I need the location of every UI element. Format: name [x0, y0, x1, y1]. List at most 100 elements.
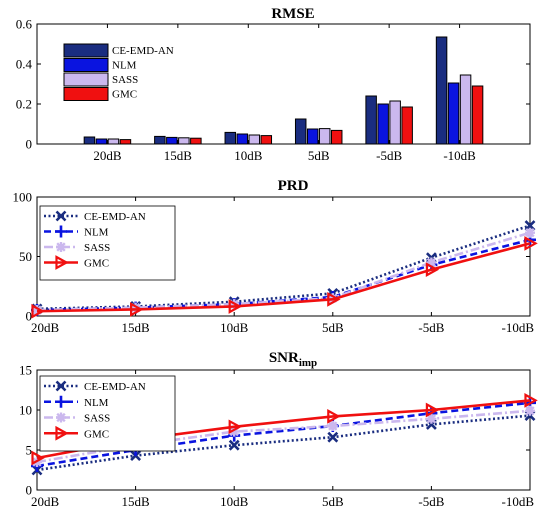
bar: [260, 135, 273, 145]
series-line: [36, 409, 531, 464]
bar-series-sass: [107, 74, 472, 145]
bar: [401, 106, 413, 145]
data-point-marker: [31, 303, 45, 319]
series-line: [36, 242, 531, 313]
legend-label: GMC: [84, 428, 109, 440]
data-point-marker: [425, 402, 440, 418]
bar: [166, 136, 178, 145]
bar: [435, 36, 448, 145]
bar: [95, 138, 108, 145]
y-tick-label: 10: [19, 403, 32, 418]
bar: [318, 128, 331, 145]
legend-label: NLM: [84, 397, 109, 409]
legend-marker: [56, 242, 66, 252]
data-point-marker: [524, 393, 538, 408]
y-tick-label: 0: [26, 309, 33, 324]
legend-item-gmc: GMC: [44, 255, 109, 270]
legend: CE-EMD-AN NLM SASS GMC: [39, 205, 176, 281]
x-tick-label: -10dB: [502, 320, 535, 335]
bar: [119, 139, 132, 145]
x-tick-label: -5dB: [418, 494, 444, 509]
y-tick-label: 0: [26, 137, 33, 152]
series-line: [36, 401, 531, 468]
legend-item-nlm: NLM: [44, 395, 109, 409]
data-point-marker: [426, 413, 437, 424]
legend-item-sass: SASS: [44, 412, 110, 425]
snr-imp-title-main: SNR: [269, 350, 299, 366]
data-point-marker: [130, 302, 144, 317]
axes-box: [36, 369, 531, 491]
x-axis: 20dB 15dB 10dB 5dB -5dB -10dB: [31, 197, 534, 335]
data-point-marker: [327, 291, 341, 307]
bar-series-ce-emd-an: [83, 36, 448, 145]
x-tick-label: -10dB: [502, 494, 535, 509]
data-point-marker: [228, 439, 240, 451]
x-tick-label: -5dB: [418, 320, 444, 335]
y-tick-label: 15: [19, 363, 32, 378]
bar: [447, 82, 460, 145]
bar: [107, 138, 120, 145]
bar-series-nlm: [95, 82, 460, 145]
legend-label: SASS: [84, 242, 110, 254]
data-point-marker: [31, 450, 45, 466]
legend-item-nlm: NLM: [44, 225, 109, 239]
bar: [178, 137, 190, 145]
x-tick-label: 20dB: [31, 494, 60, 509]
bar: [236, 133, 249, 145]
y-axis: 0 50 100: [13, 190, 530, 324]
legend-item-sass: SASS: [63, 72, 138, 87]
snr-imp-plot-area: 0 5 10 15 20dB 15dB 10dB 5dB -5dB -10dB CE-EMD-AN N…: [19, 363, 538, 509]
legend-swatch: [63, 43, 109, 58]
rmse-plot-area: 0 0.2 0.4 0.6 20dB 15dB 10dB 5dB -5dB -10dB CE-EMD…: [16, 17, 531, 163]
bar: [224, 131, 237, 145]
line-series-gmc: [31, 236, 538, 319]
x-axis: 20dB 15dB 10dB 5dB -5dB -10dB: [31, 370, 534, 509]
x-tick-label: -10dB: [443, 148, 476, 163]
data-point-marker: [229, 426, 240, 437]
legend-label: SASS: [112, 74, 138, 86]
y-tick-label: 0.2: [16, 97, 32, 112]
bar: [248, 134, 261, 145]
prd-line-chart: PRD 0 50 100 20dB 15dB 10dB 5dB -5dB -10dB CE-EMD…: [13, 178, 538, 335]
bar: [377, 103, 389, 145]
legend-swatch: [63, 72, 109, 87]
x-tick-label: 15dB: [122, 320, 151, 335]
x-axis: 20dB 15dB 10dB 5dB -5dB -10dB: [93, 24, 476, 163]
legend-marker: [55, 395, 67, 408]
legend-marker: [55, 210, 67, 222]
y-tick-label: 0.6: [16, 17, 33, 32]
legend-swatch: [63, 87, 109, 101]
line-series-ce-emd-an: [31, 410, 536, 476]
legend-marker: [55, 255, 69, 270]
y-tick-label: 0.4: [16, 57, 33, 72]
y-tick-label: 5: [26, 443, 33, 458]
series-line: [36, 414, 531, 472]
x-tick-label: 15dB: [164, 148, 193, 163]
x-tick-label: 5dB: [308, 148, 330, 163]
bar: [459, 74, 472, 145]
data-point-marker: [425, 262, 440, 277]
legend-marker: [56, 412, 66, 423]
legend-label: NLM: [84, 227, 109, 239]
legend-item-ce-emd-an: CE-EMD-AN: [44, 380, 146, 393]
x-tick-label: 5dB: [322, 494, 344, 509]
legend-label: SASS: [84, 413, 110, 425]
legend-label: GMC: [84, 258, 109, 270]
legend-marker: [55, 225, 67, 238]
x-tick-label: 15dB: [122, 494, 151, 509]
snr-imp-chart-title: SNRimp: [269, 350, 317, 369]
legend-item-ce-emd-an: CE-EMD-AN: [44, 210, 146, 223]
y-tick-label: 100: [13, 190, 33, 205]
x-tick-label: 20dB: [93, 148, 122, 163]
x-tick-label: -5dB: [376, 148, 402, 163]
legend-item-nlm: NLM: [63, 58, 137, 72]
bar: [190, 137, 202, 145]
bar: [471, 85, 484, 145]
series-line: [36, 231, 531, 312]
y-tick-label: 50: [19, 249, 32, 264]
legend: CE-EMD-AN NLM SASS GMC: [39, 375, 176, 452]
legend-marker: [55, 380, 67, 392]
prd-plot-area: 0 50 100 20dB 15dB 10dB 5dB -5dB -10dB CE-EMD-AN N…: [13, 190, 538, 335]
x-tick-label: 5dB: [322, 320, 344, 335]
data-point-marker: [228, 419, 242, 435]
